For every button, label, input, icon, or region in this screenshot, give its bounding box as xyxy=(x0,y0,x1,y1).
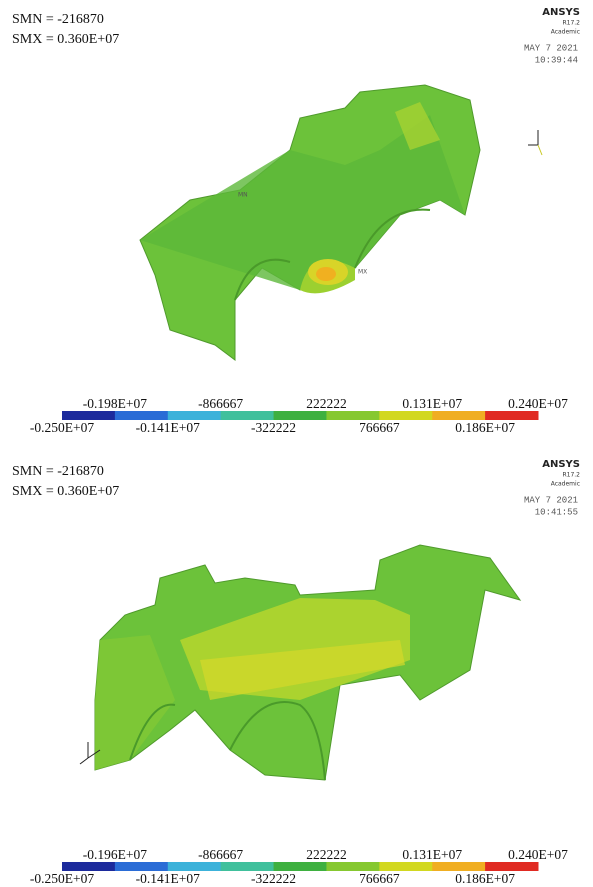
logo: ANSYS xyxy=(542,7,580,18)
legend-label: 0.131E+07 xyxy=(402,396,462,411)
legend-swatch xyxy=(326,411,379,420)
logo: ANSYS xyxy=(542,459,580,470)
legend-swatch xyxy=(115,862,168,871)
legend-label: 0.186E+07 xyxy=(455,420,515,435)
marker-label: MX xyxy=(358,269,367,276)
legend-label: 766667 xyxy=(359,871,400,886)
legend-swatch xyxy=(274,862,327,871)
edition: Academic xyxy=(551,29,580,36)
legend-swatch xyxy=(379,862,432,871)
legend-swatch xyxy=(221,862,274,871)
page: SMN = -216870 SMX = 0.360E+07 ANSYS R17.2 Ac… xyxy=(0,0,593,887)
legend-label: 0.240E+07 xyxy=(508,847,568,862)
legend-label: -0.198E+07 xyxy=(83,396,147,411)
legend-label: 222222 xyxy=(306,847,347,862)
legend-label: -0.250E+07 xyxy=(30,871,94,886)
smn-label: SMN = -216870 xyxy=(12,464,104,479)
time: 10:39:44 xyxy=(535,55,578,65)
legend-label: -0.141E+07 xyxy=(136,871,200,886)
legend-label: -0.141E+07 xyxy=(136,420,200,435)
legend-swatch xyxy=(379,411,432,420)
edition: Academic xyxy=(551,481,580,488)
legend-label: -0.250E+07 xyxy=(30,420,94,435)
legend-swatch xyxy=(485,411,538,420)
legend-swatch xyxy=(221,411,274,420)
legend-swatch xyxy=(168,862,221,871)
legend-label: -322222 xyxy=(251,420,296,435)
legend-swatch xyxy=(115,411,168,420)
legend-swatch xyxy=(62,411,115,420)
legend-label: -322222 xyxy=(251,871,296,886)
legend-swatch xyxy=(432,411,485,420)
legend-swatch xyxy=(326,862,379,871)
legend-label: -866667 xyxy=(198,396,243,411)
smn-label: SMN = -216870 xyxy=(12,12,104,27)
legend-label: -0.196E+07 xyxy=(83,847,147,862)
time: 10:41:55 xyxy=(535,507,578,517)
date: MAY 7 2021 xyxy=(524,43,578,53)
legend-label: 0.240E+07 xyxy=(508,396,568,411)
version: R17.2 xyxy=(562,20,580,27)
legend-label: -866667 xyxy=(198,847,243,862)
model-1 xyxy=(140,85,480,360)
legend-swatch xyxy=(274,411,327,420)
legend-swatch xyxy=(432,862,485,871)
date: MAY 7 2021 xyxy=(524,495,578,505)
legend-swatch xyxy=(168,411,221,420)
smx-label: SMX = 0.360E+07 xyxy=(12,32,119,47)
smx-label: SMX = 0.360E+07 xyxy=(12,484,119,499)
legend-label: 0.131E+07 xyxy=(402,847,462,862)
legend-label: 222222 xyxy=(306,396,347,411)
model-2 xyxy=(95,545,520,780)
screen: SMN = -216870 SMX = 0.360E+07 ANSYS R17.2 Ac… xyxy=(0,0,593,887)
legend-swatch xyxy=(62,862,115,871)
version: R17.2 xyxy=(562,472,580,479)
legend-label: 0.186E+07 xyxy=(455,871,515,886)
marker-label: MN xyxy=(238,192,248,199)
legend-swatch xyxy=(485,862,538,871)
legend-label: 766667 xyxy=(359,420,400,435)
